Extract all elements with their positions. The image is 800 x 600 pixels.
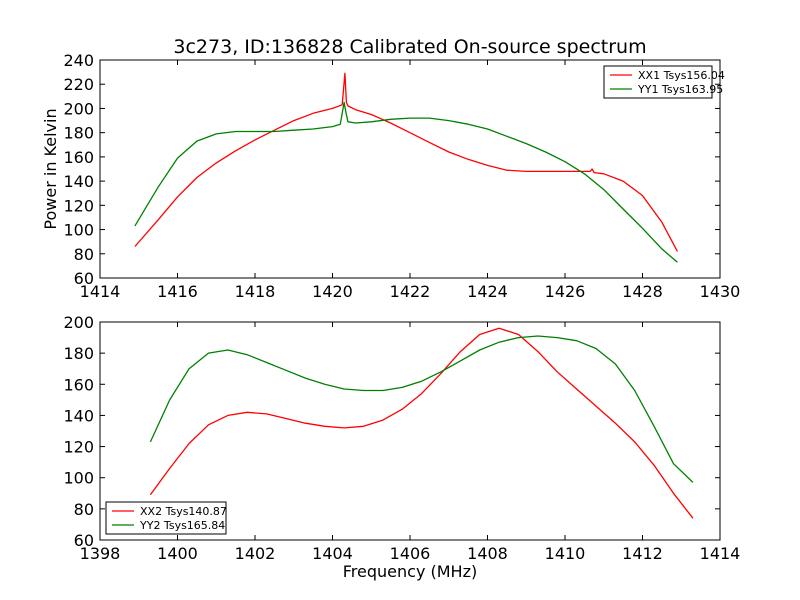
- x-tick-label: 1410: [545, 544, 586, 563]
- legend-box: [603, 65, 713, 99]
- x-tick-label: 1406: [390, 544, 431, 563]
- x-tick-label: 1400: [157, 544, 198, 563]
- x-tick-label: 1430: [700, 282, 741, 301]
- x-tick-label: 1402: [235, 544, 276, 563]
- x-tick-label: 1424: [467, 282, 508, 301]
- bottom-panel: 1398 1400 1402 1404 1406 1408 1410 1412 1414 60 80…: [63, 313, 740, 581]
- x-tick-label: 1418: [235, 282, 276, 301]
- legend-label: XX1 Tsys156.04: [638, 69, 725, 82]
- legend-label: YY2 Tsys165.84: [139, 519, 225, 532]
- x-tick-label: 1408: [467, 544, 508, 563]
- x-tick-label: 1414: [80, 282, 121, 301]
- y-tick-label: 60: [74, 269, 94, 288]
- y-tick-label: 80: [74, 245, 94, 264]
- legend-label: XX2 Tsys140.87: [140, 505, 227, 518]
- y-tick-label: 200: [63, 99, 94, 118]
- y-tick-label: 120: [63, 196, 94, 215]
- y-tick-label: 180: [63, 124, 94, 143]
- top-panel: 1414 1416 1418 1420 1422 1424 1426 1428 1430 60 80…: [41, 51, 740, 301]
- chart-title: 3c273, ID:136828 Calibrated On-source sp…: [173, 36, 646, 58]
- legend-box: [105, 501, 227, 535]
- y-tick-label: 160: [63, 148, 94, 167]
- x-tick-label: 1404: [312, 544, 353, 563]
- series-line-1-1: [134, 72, 678, 252]
- y-tick-label: 100: [63, 469, 94, 488]
- x-tick-label: 1398: [80, 544, 121, 563]
- series-line-1-2: [134, 101, 678, 263]
- y-tick-label: 100: [63, 221, 94, 240]
- x-tick-label: 1416: [157, 282, 198, 301]
- y-tick-label: 200: [63, 313, 94, 332]
- y-tick-label: 140: [63, 406, 94, 425]
- x-tick-label: 1422: [390, 282, 431, 301]
- y-tick-label: 180: [63, 344, 94, 363]
- x-tick-label: 1412: [622, 544, 663, 563]
- y-tick-label: 160: [63, 375, 94, 394]
- y-tick-label: 80: [74, 500, 94, 519]
- x-tick-label: 1426: [545, 282, 586, 301]
- series-line-2-2: [149, 335, 694, 483]
- y-tick-label: 140: [63, 172, 94, 191]
- series-line-2-1: [149, 327, 694, 519]
- x-tick-label: 1414: [700, 544, 741, 563]
- y-tick-label: 120: [63, 438, 94, 457]
- y-axis-label: Power in Kelvin: [41, 108, 60, 229]
- x-tick-label: 1420: [312, 282, 353, 301]
- x-tick-label: 1428: [622, 282, 663, 301]
- y-tick-label: 60: [74, 531, 94, 550]
- y-tick-label: 240: [63, 51, 94, 70]
- y-tick-label: 220: [63, 75, 94, 94]
- x-axis-label: Frequency (MHz): [343, 562, 477, 581]
- legend-label: YY1 Tsys163.95: [637, 83, 723, 96]
